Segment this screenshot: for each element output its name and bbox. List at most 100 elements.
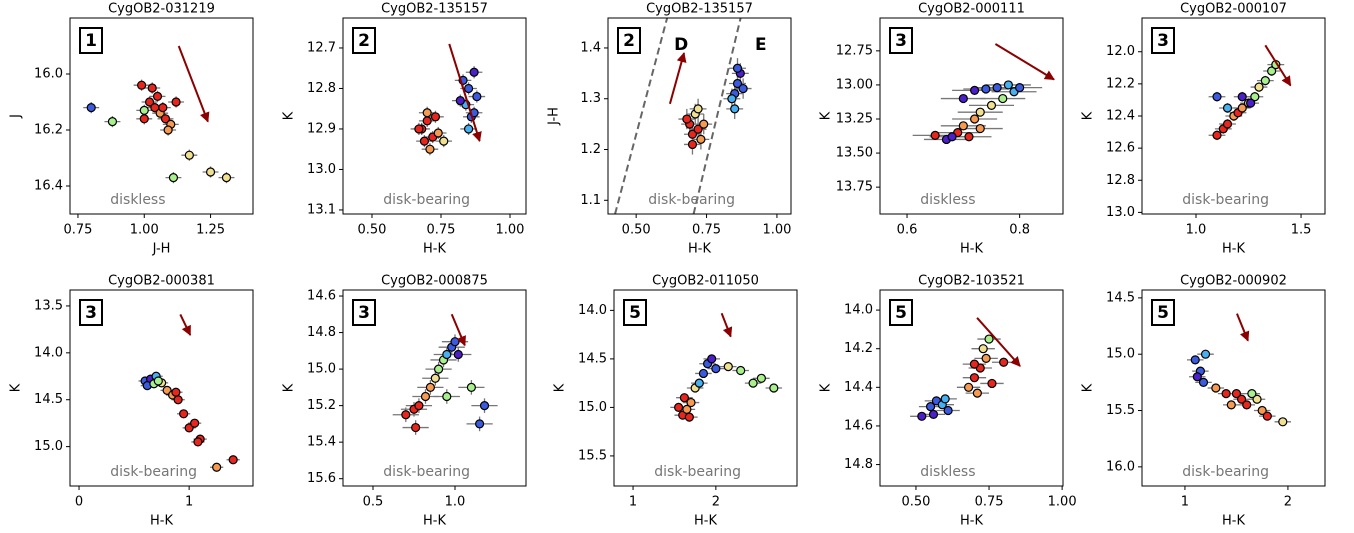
data-point [969, 85, 980, 95]
data-point [171, 97, 181, 107]
y-tick-label: 12.6 [1106, 141, 1135, 156]
x-tick-label: 1 [629, 495, 637, 510]
data-point [221, 173, 232, 183]
data-point [212, 462, 222, 472]
y-tick-label: 13.50 [836, 146, 873, 161]
y-axis-label: K [819, 111, 834, 120]
plot-area [138, 313, 240, 472]
data-point [153, 376, 163, 386]
data-point [1198, 377, 1209, 387]
panel-label: 3 [358, 303, 370, 323]
y-tick-label: 13.25 [836, 111, 873, 126]
plot-area [83, 45, 235, 184]
note: diskless [920, 192, 975, 208]
panel-label-box [889, 299, 913, 326]
x-axis-label: H-K [150, 514, 173, 529]
y-axis-label: K [9, 383, 24, 392]
y-tick-label: 1.4 [580, 40, 601, 55]
y-tick-label: 16.2 [34, 123, 63, 138]
data-point [693, 104, 703, 114]
data-point [474, 419, 485, 429]
y-tick-label: 14.2 [844, 341, 873, 356]
data-point [463, 124, 474, 134]
data-point [711, 363, 721, 374]
x-tick-label: 2 [712, 495, 720, 510]
data-point [463, 83, 474, 94]
data-point [947, 132, 957, 142]
data-point [450, 337, 460, 347]
y-tick-label: 14.0 [844, 303, 873, 318]
data-point [964, 132, 974, 142]
data-point [687, 139, 698, 150]
y-tick-label: 14.8 [307, 325, 336, 340]
data-point [1250, 92, 1260, 102]
y-tick-label: 14.4 [844, 380, 873, 395]
data-point [687, 129, 698, 139]
reddening-arrow [448, 43, 482, 143]
panel-label-box [623, 299, 647, 326]
y-axis-label: K [553, 383, 568, 392]
data-point [1190, 355, 1200, 365]
data-point [686, 397, 696, 408]
panel: CygOB2-031219 J-H J 0.75 1.00 1.25 16.0 16.2 16.… [9, 2, 254, 257]
data-point [442, 391, 452, 402]
y-tick-label: 12.8 [1106, 173, 1135, 188]
x-tick-label: 2 [1284, 495, 1292, 510]
data-point [137, 80, 147, 90]
x-tick-label: 0.8 [1009, 223, 1030, 238]
panel-label-box [79, 27, 103, 54]
data-point [179, 409, 189, 419]
data-point [694, 378, 704, 388]
y-tick-label: 15.0 [578, 400, 607, 415]
y-tick-label: 1.2 [580, 142, 601, 157]
data-point [158, 102, 168, 113]
data-point [466, 382, 476, 392]
data-point [1237, 92, 1247, 102]
data-point [917, 411, 927, 421]
reddening-arrow [976, 317, 1021, 367]
y-tick-label: 16.0 [1106, 459, 1135, 474]
data-point [193, 437, 203, 447]
x-tick-label: 1.00 [762, 223, 791, 238]
x-tick-label: 1.00 [496, 223, 525, 238]
data-point [963, 382, 974, 392]
data-point [972, 388, 982, 398]
x-axis-label: H-K [423, 514, 446, 529]
data-point [205, 167, 216, 177]
y-tick-label: 14.6 [307, 289, 336, 304]
data-point [736, 365, 746, 376]
data-point [173, 395, 183, 405]
reddening-arrow [1236, 313, 1250, 342]
data-point [455, 96, 465, 106]
data-point [699, 119, 709, 129]
data-point [769, 383, 779, 393]
y-tick-label: 13.00 [836, 77, 873, 92]
panel-label-box [617, 27, 641, 54]
data-point [693, 124, 703, 134]
reddening-arrow [994, 43, 1055, 81]
y-tick-label: 13.1 [307, 202, 336, 217]
panel-title: CygOB2-000381 [108, 274, 215, 289]
panel-title: CygOB2-000107 [1180, 2, 1287, 17]
plot-area [1187, 313, 1292, 427]
y-tick-label: 15.5 [1106, 403, 1135, 418]
plot-area [910, 317, 1021, 421]
reddening-arrow [668, 52, 687, 105]
region-label: E [755, 35, 767, 55]
panel-title: CygOB2-031219 [108, 2, 215, 17]
note: disk-bearing [1182, 192, 1269, 208]
panel-label: 3 [1157, 31, 1169, 51]
data-point [673, 402, 684, 413]
panel-label: 2 [358, 31, 370, 51]
data-point [1015, 83, 1025, 93]
panel: CygOB2-103521 H-K K 0.50 0.75 1.00 14.0 14.2 14.… [819, 274, 1077, 529]
data-point [419, 136, 430, 146]
axes-frame [342, 17, 527, 215]
data-point [696, 134, 706, 144]
data-point [422, 116, 432, 126]
plot-area [1208, 44, 1292, 141]
x-tick-label: 0.50 [358, 223, 387, 238]
panel-title: CygOB2-135157 [646, 2, 753, 17]
data-point [1257, 405, 1267, 416]
